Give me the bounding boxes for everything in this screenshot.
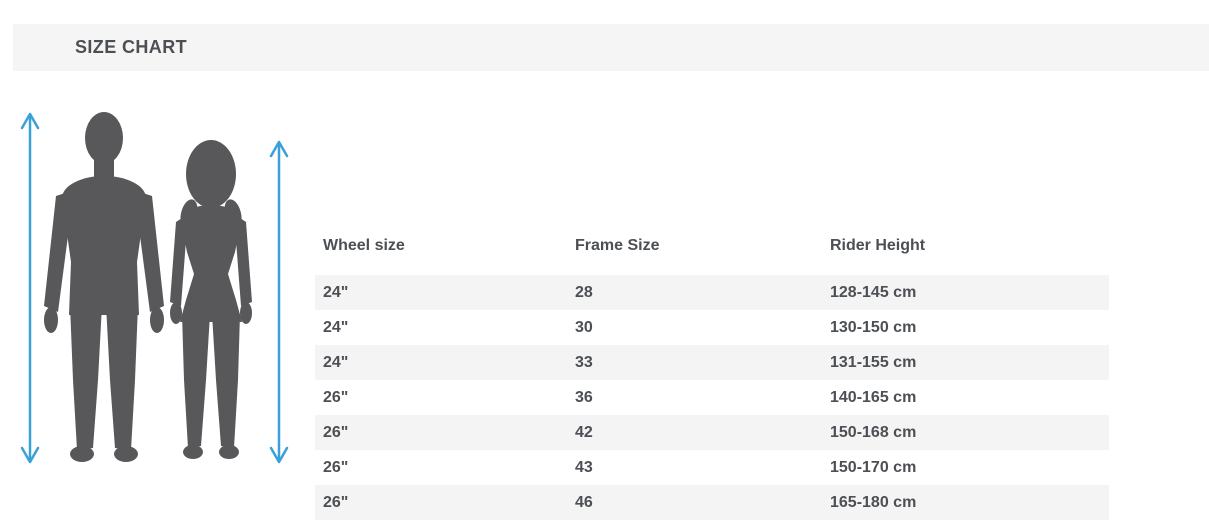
table-row: 26" 43 150-170 cm — [315, 450, 1109, 485]
size-table: Wheel size Frame Size Rider Height 24" 28 12… — [315, 231, 1109, 520]
table-row: 26" 36 140-165 cm — [315, 380, 1109, 415]
cell-rider-height: 150-170 cm — [830, 458, 917, 476]
column-header-wheel-size: Wheel size — [323, 237, 405, 254]
cell-wheel-size: 26" — [323, 423, 349, 441]
cell-frame-size: 30 — [575, 318, 593, 336]
height-arrow-right — [269, 140, 289, 464]
cell-frame-size: 36 — [575, 388, 593, 406]
cell-wheel-size: 26" — [323, 458, 349, 476]
section-header-bar: SIZE CHART — [13, 24, 1209, 71]
table-row: 26" 42 150-168 cm — [315, 415, 1109, 450]
page-title: SIZE CHART — [75, 37, 187, 57]
cell-rider-height: 150-168 cm — [830, 423, 917, 441]
cell-frame-size: 33 — [575, 353, 593, 371]
cell-rider-height: 140-165 cm — [830, 388, 917, 406]
column-header-frame-size: Frame Size — [575, 237, 660, 254]
cell-wheel-size: 26" — [323, 493, 349, 511]
table-row: 24" 28 128-145 cm — [315, 275, 1109, 310]
table-row: 24" 33 131-155 cm — [315, 345, 1109, 380]
table-row: 24" 30 130-150 cm — [315, 310, 1109, 345]
cell-wheel-size: 24" — [323, 353, 349, 371]
cell-wheel-size: 24" — [323, 318, 349, 336]
table-header-row: Wheel size Frame Size Rider Height — [315, 231, 1109, 261]
cell-rider-height: 130-150 cm — [830, 318, 917, 336]
cell-rider-height: 165-180 cm — [830, 493, 917, 511]
cell-rider-height: 128-145 cm — [830, 283, 917, 301]
column-header-rider-height: Rider Height — [830, 237, 926, 254]
cell-frame-size: 43 — [575, 458, 593, 476]
table-body: 24" 28 128-145 cm 24" 30 130-150 cm 24" 33 131-1… — [315, 275, 1109, 520]
cell-frame-size: 42 — [575, 423, 593, 441]
cell-wheel-size: 26" — [323, 388, 349, 406]
rider-height-illustration — [20, 112, 289, 464]
cell-rider-height: 131-155 cm — [830, 353, 917, 371]
cell-frame-size: 28 — [575, 283, 593, 301]
male-silhouette — [44, 112, 164, 462]
cell-frame-size: 46 — [575, 493, 593, 511]
height-arrow-left — [20, 112, 40, 464]
cell-wheel-size: 24" — [323, 283, 349, 301]
female-silhouette — [170, 140, 252, 459]
table-row: 26" 46 165-180 cm — [315, 485, 1109, 520]
